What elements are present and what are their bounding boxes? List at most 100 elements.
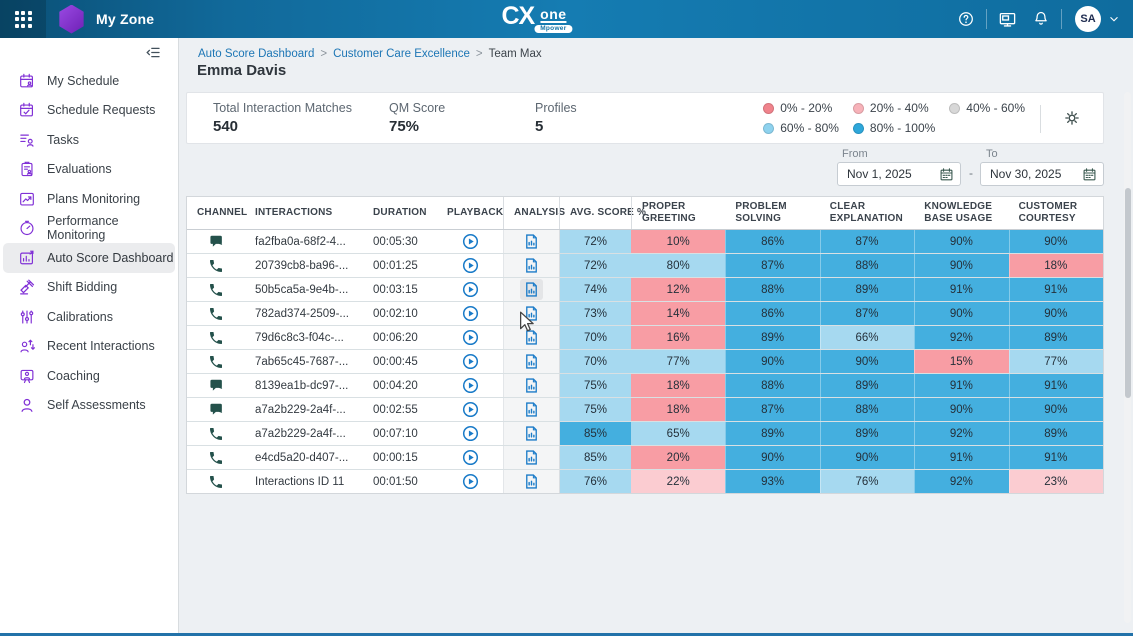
- score-cell: 89%: [819, 278, 915, 301]
- analysis-cell: [503, 230, 559, 253]
- cx-logo-text: CX: [501, 2, 535, 30]
- play-button[interactable]: [462, 281, 479, 298]
- table-row[interactable]: 20739cb8-ba96-... 00:01:25 72% 80% 87% 88% 90%…: [187, 254, 1103, 278]
- analysis-button[interactable]: [523, 401, 540, 418]
- play-button[interactable]: [462, 449, 479, 466]
- play-button[interactable]: [462, 233, 479, 250]
- breadcrumb-item-auto-score-dashboard[interactable]: Auto Score Dashboard: [198, 48, 315, 60]
- from-date-field[interactable]: [837, 162, 961, 186]
- table-row[interactable]: 8139ea1b-dc97-... 00:04:20 75% 18% 88% 89% 91%…: [187, 374, 1103, 398]
- chat-icon: [209, 402, 224, 417]
- table-row[interactable]: 782ad374-2509-... 00:02:10 73% 14% 86% 87% 90%…: [187, 302, 1103, 326]
- scrollbar-thumb[interactable]: [1124, 188, 1131, 398]
- sidebar-item-tasks[interactable]: Tasks: [3, 125, 175, 155]
- calendar-icon[interactable]: [939, 167, 954, 182]
- sidebar-collapse-button[interactable]: [145, 44, 162, 66]
- sidebar-item-my-schedule[interactable]: My Schedule: [3, 66, 175, 96]
- interaction-id: a7a2b229-2a4f-...: [255, 427, 346, 440]
- to-date-field[interactable]: [980, 162, 1104, 186]
- from-label: From: [842, 148, 868, 160]
- analysis-button[interactable]: [523, 449, 540, 466]
- table-row[interactable]: a7a2b229-2a4f-... 00:07:10 85% 65% 89% 89% 92%…: [187, 422, 1103, 446]
- score-cell: 90%: [914, 254, 1009, 277]
- breadcrumb-item-customer-care-excellence[interactable]: Customer Care Excellence: [333, 48, 470, 60]
- sidebar-item-label: My Schedule: [47, 73, 120, 88]
- score-cell: 14%: [631, 302, 726, 325]
- notifications-button[interactable]: [1024, 10, 1058, 28]
- score-cell: 87%: [725, 398, 820, 421]
- sidebar-item-icon: [18, 190, 36, 208]
- help-button[interactable]: [949, 10, 983, 28]
- analysis-button[interactable]: [523, 377, 540, 394]
- sidebar-item-self-assessments[interactable]: Self Assessments: [3, 391, 175, 421]
- calendar-icon[interactable]: [1082, 167, 1097, 182]
- table-row[interactable]: 7ab65c45-7687-... 00:00:45 70% 77% 90% 90% 15%…: [187, 350, 1103, 374]
- channel-cell: [187, 254, 245, 277]
- analysis-button[interactable]: [523, 233, 540, 250]
- play-button[interactable]: [462, 401, 479, 418]
- sidebar-item-recent-interactions[interactable]: Recent Interactions: [3, 332, 175, 362]
- user-avatar[interactable]: SA: [1075, 6, 1101, 32]
- channel-cell: [187, 278, 245, 301]
- to-date-input[interactable]: [981, 167, 1082, 181]
- score-cell: 88%: [819, 398, 915, 421]
- sidebar-item-label: Evaluations: [47, 162, 112, 177]
- table-row[interactable]: 79d6c8c3-f04c-... 00:06:20 70% 16% 89% 66% 92%…: [187, 326, 1103, 350]
- play-button[interactable]: [462, 377, 479, 394]
- sidebar-item-plans-monitoring[interactable]: Plans Monitoring: [3, 184, 175, 214]
- table-row[interactable]: a7a2b229-2a4f-... 00:02:55 75% 18% 87% 88% 90%…: [187, 398, 1103, 422]
- analysis-button[interactable]: [523, 425, 540, 442]
- sidebar-item-calibrations[interactable]: Calibrations: [3, 302, 175, 332]
- play-button[interactable]: [462, 353, 479, 370]
- playback-cell: [437, 254, 503, 277]
- screen-share-button[interactable]: [990, 10, 1024, 29]
- table-row[interactable]: 50b5ca5a-9e4b-... 00:03:15 74% 12% 88% 89% 91%…: [187, 278, 1103, 302]
- duration-cell: 00:01:50: [373, 475, 418, 488]
- play-button[interactable]: [462, 257, 479, 274]
- analysis-button[interactable]: [523, 257, 540, 274]
- sidebar-item-evaluations[interactable]: Evaluations: [3, 155, 175, 185]
- legend-label: 40% - 60%: [966, 101, 1025, 115]
- channel-cell: [187, 374, 245, 397]
- analysis-cell: [503, 326, 559, 349]
- play-button[interactable]: [462, 473, 479, 490]
- score-cell: 91%: [914, 446, 1009, 469]
- sidebar-item-coaching[interactable]: Coaching: [3, 361, 175, 391]
- table-row[interactable]: e4cd5a20-d407-... 00:00:15 85% 20% 90% 90% 91%…: [187, 446, 1103, 470]
- user-menu-chevron-icon[interactable]: [1105, 12, 1123, 26]
- play-button[interactable]: [462, 305, 479, 322]
- table-row[interactable]: Interactions ID 11 00:01:50 76% 22% 93% 76% 92…: [187, 470, 1103, 493]
- analysis-button[interactable]: [523, 329, 540, 346]
- vertical-scrollbar[interactable]: [1124, 92, 1131, 623]
- sidebar-item-shift-bidding[interactable]: Shift Bidding: [3, 273, 175, 303]
- sidebar-item-auto-score-dashboard[interactable]: Auto Score Dashboard: [3, 243, 175, 273]
- score-cell: 90%: [1008, 398, 1103, 421]
- score-cell: 91%: [1008, 374, 1103, 397]
- sidebar-item-schedule-requests[interactable]: Schedule Requests: [3, 96, 175, 126]
- breadcrumb-separator: >: [320, 48, 328, 60]
- score-cell: 90%: [914, 398, 1009, 421]
- play-button[interactable]: [462, 329, 479, 346]
- settings-gear-button[interactable]: [1063, 109, 1081, 132]
- interaction-id: 782ad374-2509-...: [255, 307, 349, 320]
- table-row[interactable]: fa2fba0a-68f2-4... 00:05:30 72% 10% 86% 87% 90…: [187, 230, 1103, 254]
- phone-icon: [208, 474, 224, 490]
- avg-score-cell: 85%: [559, 446, 631, 469]
- playback-cell: [437, 398, 503, 421]
- analysis-button[interactable]: [523, 305, 540, 322]
- avg-score-cell: 72%: [559, 254, 631, 277]
- analysis-button[interactable]: [523, 281, 540, 298]
- analysis-cell: [503, 254, 559, 277]
- analysis-button[interactable]: [523, 353, 540, 370]
- top-bar: My Zone CX one Mpower SA: [0, 0, 1133, 38]
- analysis-button[interactable]: [523, 473, 540, 490]
- play-button[interactable]: [462, 425, 479, 442]
- from-date-input[interactable]: [838, 167, 939, 181]
- phone-icon: [208, 330, 224, 346]
- sidebar-item-performance-monitoring[interactable]: Performance Monitoring: [3, 214, 175, 244]
- playback-cell: [437, 422, 503, 445]
- avg-score-cell: 72%: [559, 230, 631, 253]
- score-cell: 88%: [725, 278, 820, 301]
- app-launcher-button[interactable]: [0, 0, 46, 38]
